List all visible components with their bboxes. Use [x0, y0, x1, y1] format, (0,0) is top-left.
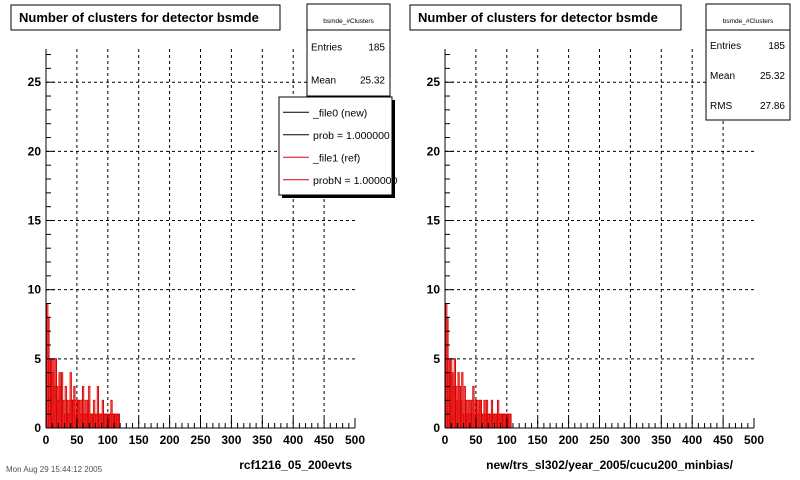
stats-name: bsmde_#Clusters	[723, 18, 774, 25]
x-tick-label: 300	[221, 433, 241, 447]
y-tick-label: 25	[28, 75, 42, 89]
stats-label: Entries	[710, 41, 741, 52]
y-tick-label: 15	[28, 214, 42, 228]
y-tick-label: 10	[427, 283, 441, 297]
title-box	[10, 4, 281, 31]
chart-panel-2: 0 50 100 150 200 250 300 350 400 450 500 0 5 10 15 20 25…	[409, 3, 791, 472]
x-axis-label: new/trs_sl302/year_2005/cucu200_minbias/	[486, 458, 733, 472]
legend-label: _file1 (ref)	[312, 152, 360, 164]
x-tick-label: 50	[70, 433, 84, 447]
stats-name: bsmde_#Clusters	[323, 18, 374, 25]
stats-label: Mean	[311, 76, 336, 87]
legend-label: _file0 (new)	[312, 107, 367, 119]
x-tick-label: 350	[252, 433, 272, 447]
x-tick-label: 400	[682, 433, 702, 447]
y-tick-label: 0	[34, 421, 41, 435]
y-tick-label: 20	[28, 144, 42, 158]
legend-box	[278, 96, 393, 196]
x-tick-label: 500	[744, 433, 764, 447]
y-tick-label: 25	[427, 75, 441, 89]
chart-title: Number of clusters for detector bsmde	[19, 10, 259, 25]
x-tick-label: 250	[589, 433, 609, 447]
y-tick-label: 0	[433, 421, 440, 435]
chart-panel-1: 0 50 100 150 200 250 300 350 400 450 500 0 5 10 15 20 25…	[10, 3, 398, 472]
histogram-bar	[509, 413, 512, 429]
x-tick-label: 200	[559, 433, 579, 447]
x-tick-label: 100	[497, 433, 517, 447]
footer-timestamp: Mon Aug 29 15:44:12 2005	[6, 465, 103, 474]
x-tick-label: 200	[160, 433, 180, 447]
x-tick-label: 150	[129, 433, 149, 447]
y-tick-label: 5	[34, 352, 41, 366]
y-tick-label: 10	[28, 283, 42, 297]
x-tick-label: 250	[190, 433, 210, 447]
stats-label: RMS	[710, 101, 733, 112]
x-tick-label: 500	[345, 433, 365, 447]
x-tick-label: 50	[469, 433, 483, 447]
x-axis-label: rcf1216_05_200evts	[239, 458, 352, 472]
x-tick-label: 100	[98, 433, 118, 447]
stats-value: 25.32	[760, 71, 785, 82]
y-tick-label: 20	[427, 144, 441, 158]
x-tick-label: 450	[713, 433, 733, 447]
legend-label: probN = 1.000000	[313, 175, 398, 187]
stats-value: 25.32	[360, 76, 385, 87]
x-tick-label: 150	[528, 433, 548, 447]
y-tick-label: 5	[433, 352, 440, 366]
stats-value: 27.86	[760, 101, 785, 112]
stats-value: 185	[368, 43, 385, 54]
stats-label: Entries	[311, 43, 342, 54]
chart-title: Number of clusters for detector bsmde	[418, 10, 658, 25]
y-tick-label: 15	[427, 214, 441, 228]
x-tick-label: 0	[43, 433, 50, 447]
x-tick-label: 300	[620, 433, 640, 447]
legend-label: prob = 1.000000	[313, 130, 390, 142]
x-tick-label: 400	[283, 433, 303, 447]
stats-box	[705, 3, 791, 121]
stats-box	[306, 3, 391, 97]
histogram-bar	[117, 413, 121, 429]
title-box	[409, 4, 682, 31]
x-tick-label: 350	[651, 433, 671, 447]
stats-label: Mean	[710, 71, 735, 82]
x-tick-label: 0	[442, 433, 449, 447]
stats-value: 185	[768, 41, 785, 52]
x-tick-label: 450	[314, 433, 334, 447]
